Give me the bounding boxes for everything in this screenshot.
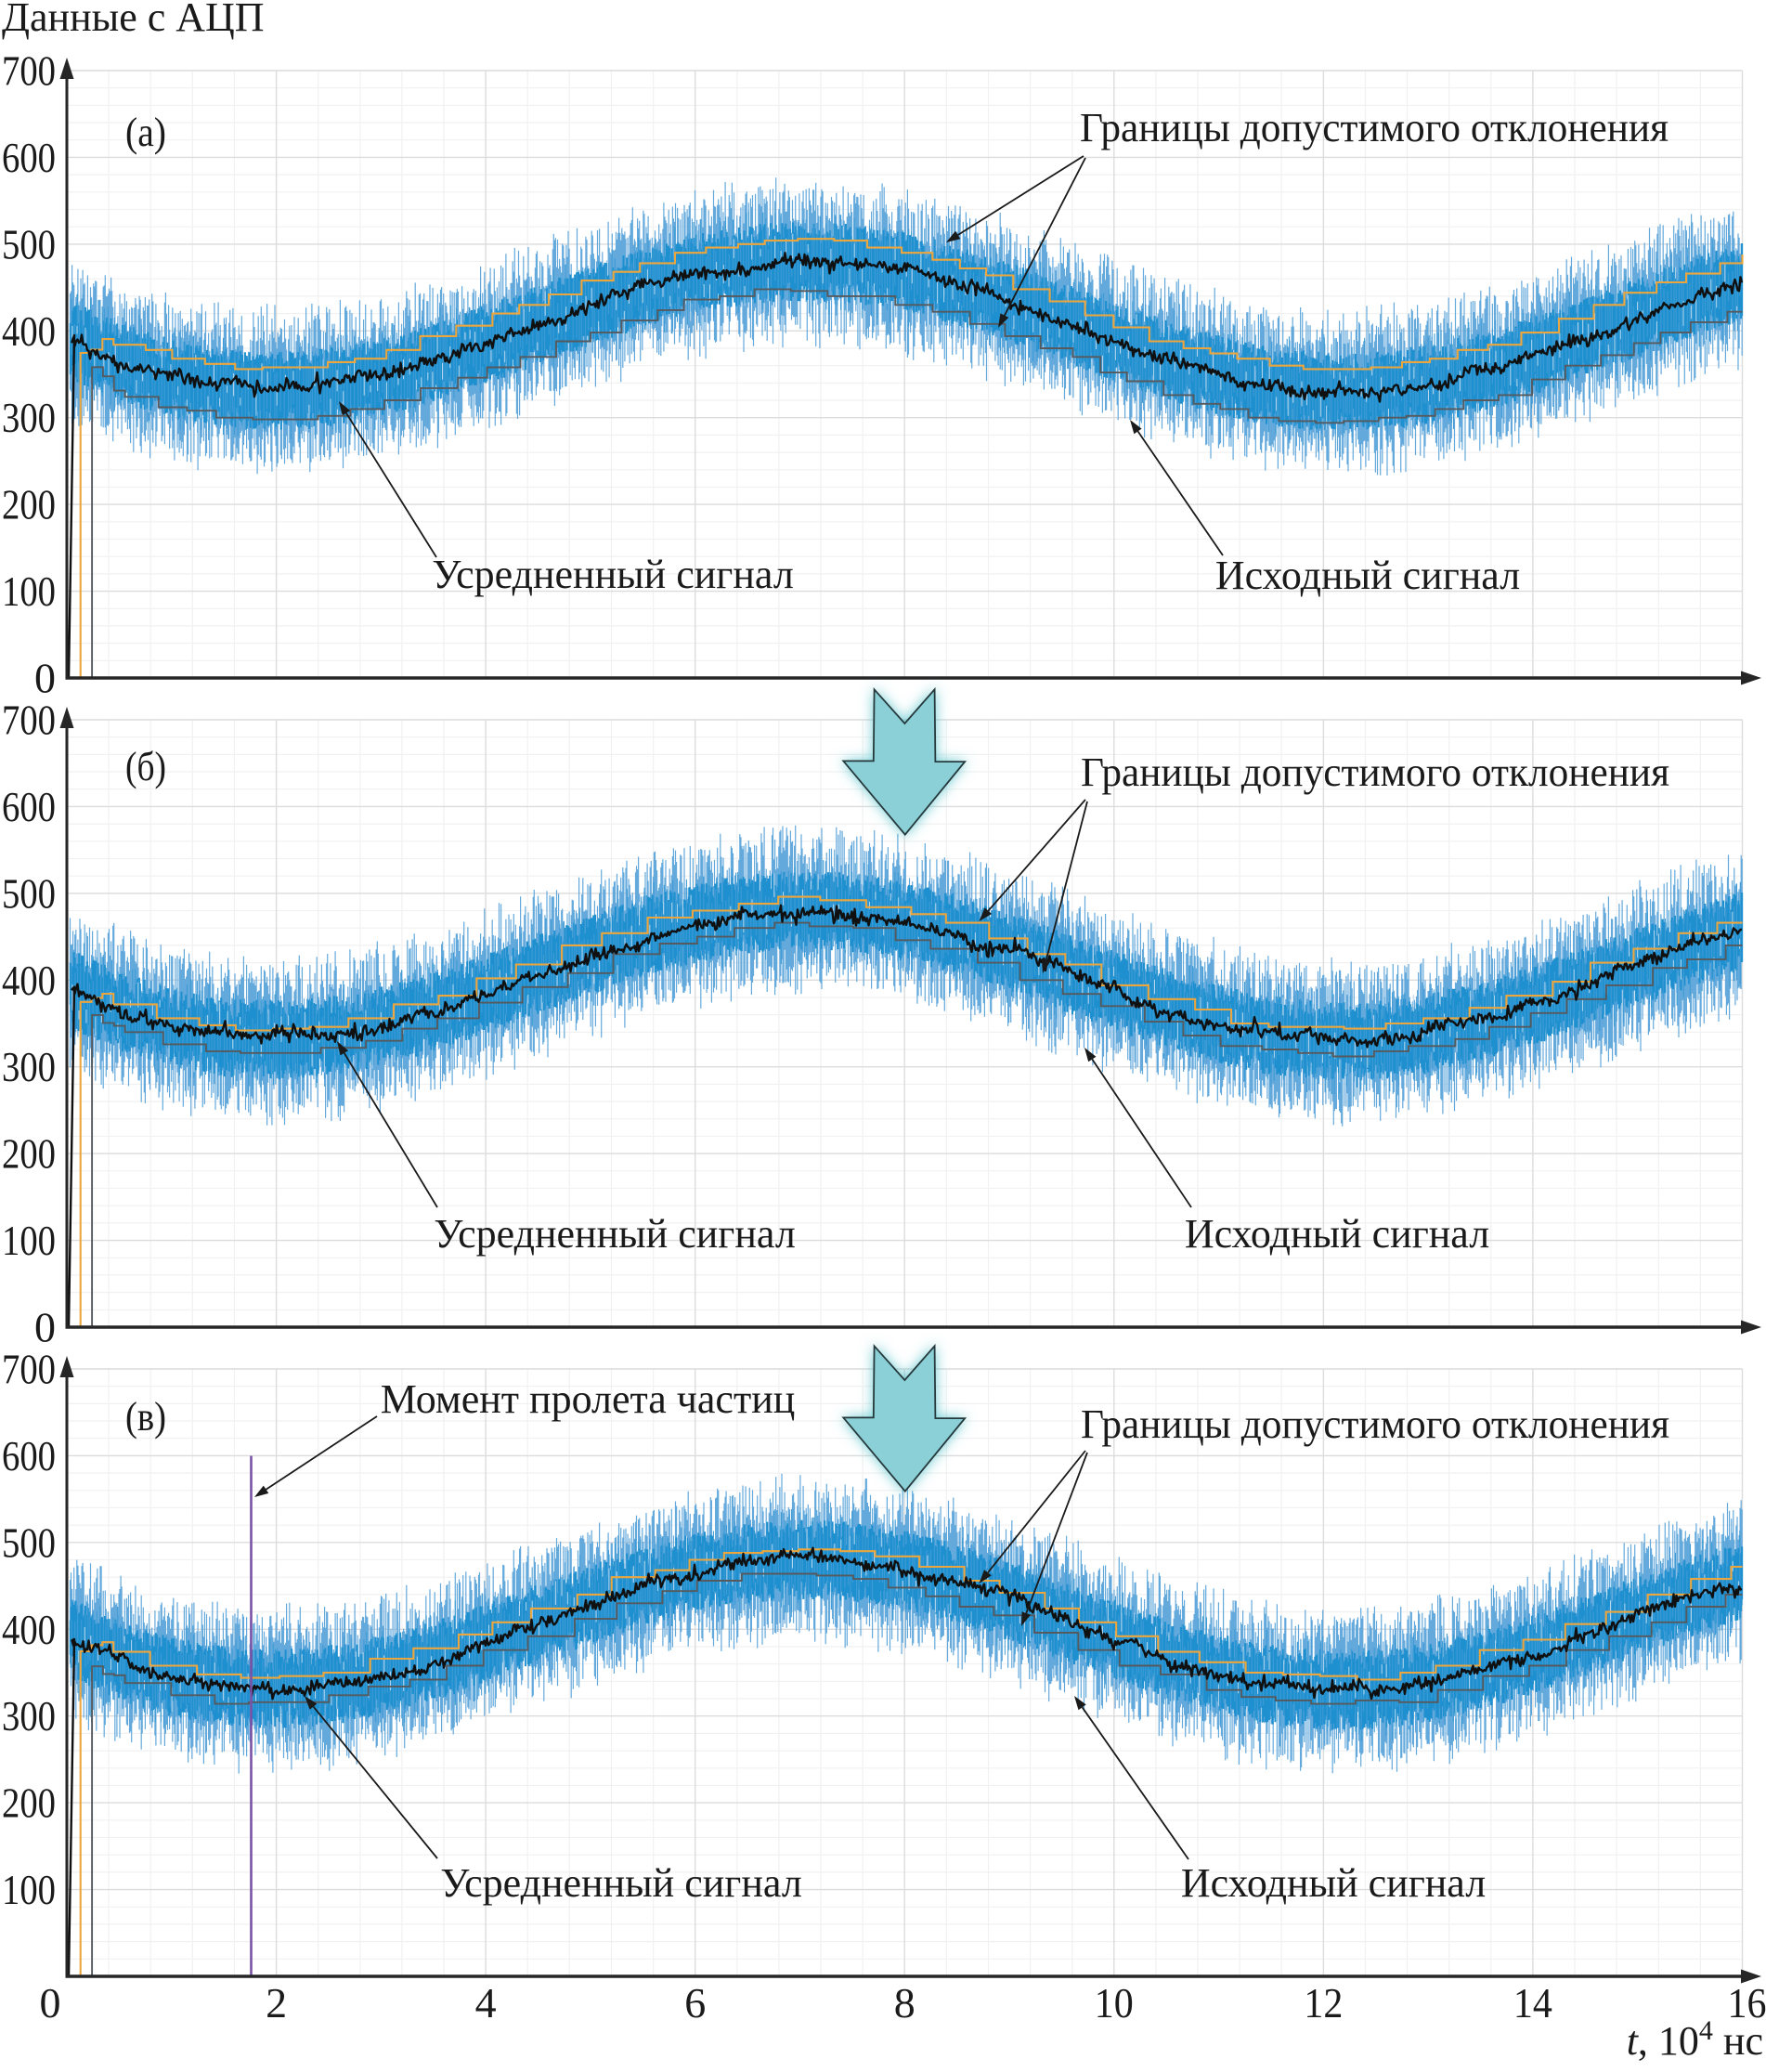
- svg-text:100: 100: [2, 567, 56, 615]
- svg-text:400: 400: [2, 307, 56, 355]
- svg-text:700: 700: [2, 697, 56, 744]
- svg-text:(а): (а): [125, 110, 166, 155]
- svg-text:700: 700: [2, 1346, 56, 1393]
- svg-text:Усредненный сигнал: Усредненный сигнал: [434, 1211, 796, 1257]
- svg-text:500: 500: [2, 869, 56, 917]
- svg-text:600: 600: [2, 134, 56, 181]
- svg-text:Усредненный сигнал: Усредненный сигнал: [432, 552, 794, 597]
- svg-text:14: 14: [1513, 1979, 1552, 2026]
- svg-text:Усредненный сигнал: Усредненный сигнал: [440, 1860, 802, 1906]
- svg-text:400: 400: [2, 1606, 56, 1653]
- svg-text:10: 10: [1095, 1979, 1134, 2026]
- svg-text:8: 8: [894, 1979, 915, 2026]
- svg-text:Данные с АЦП: Данные с АЦП: [2, 0, 265, 40]
- svg-text:300: 300: [2, 394, 56, 441]
- svg-text:200: 200: [2, 481, 56, 528]
- svg-text:500: 500: [2, 1518, 56, 1566]
- svg-text:Границы допустимого отклонения: Границы допустимого отклонения: [1081, 1401, 1669, 1447]
- svg-text:700: 700: [2, 47, 56, 95]
- svg-text:600: 600: [2, 1432, 56, 1479]
- svg-text:Границы допустимого отклонения: Границы допустимого отклонения: [1080, 105, 1669, 150]
- svg-text:600: 600: [2, 783, 56, 830]
- svg-text:200: 200: [2, 1779, 56, 1827]
- svg-text:200: 200: [2, 1130, 56, 1178]
- svg-text:12: 12: [1304, 1979, 1343, 2026]
- svg-text:Исходный сигнал: Исходный сигнал: [1215, 553, 1520, 598]
- svg-text:300: 300: [2, 1692, 56, 1740]
- svg-text:0: 0: [40, 1979, 61, 2026]
- svg-text:100: 100: [2, 1866, 56, 1913]
- svg-text:2: 2: [266, 1979, 287, 2026]
- svg-text:Исходный сигнал: Исходный сигнал: [1181, 1860, 1486, 1906]
- svg-text:0: 0: [34, 1304, 56, 1351]
- svg-text:t, 104 нс: t, 104 нс: [1627, 2015, 1763, 2064]
- svg-text:(б): (б): [125, 744, 166, 789]
- svg-text:100: 100: [2, 1217, 56, 1264]
- svg-text:16: 16: [1728, 1979, 1766, 2026]
- svg-text:Момент пролета частиц: Момент пролета частиц: [381, 1376, 796, 1422]
- svg-text:Границы допустимого отклонения: Границы допустимого отклонения: [1081, 749, 1669, 795]
- svg-text:0: 0: [34, 655, 56, 702]
- svg-text:300: 300: [2, 1043, 56, 1090]
- svg-text:500: 500: [2, 220, 56, 267]
- svg-text:(в): (в): [125, 1394, 166, 1440]
- svg-text:6: 6: [684, 1979, 706, 2026]
- svg-text:Исходный сигнал: Исходный сигнал: [1185, 1211, 1489, 1257]
- svg-text:4: 4: [475, 1979, 497, 2026]
- svg-text:400: 400: [2, 957, 56, 1004]
